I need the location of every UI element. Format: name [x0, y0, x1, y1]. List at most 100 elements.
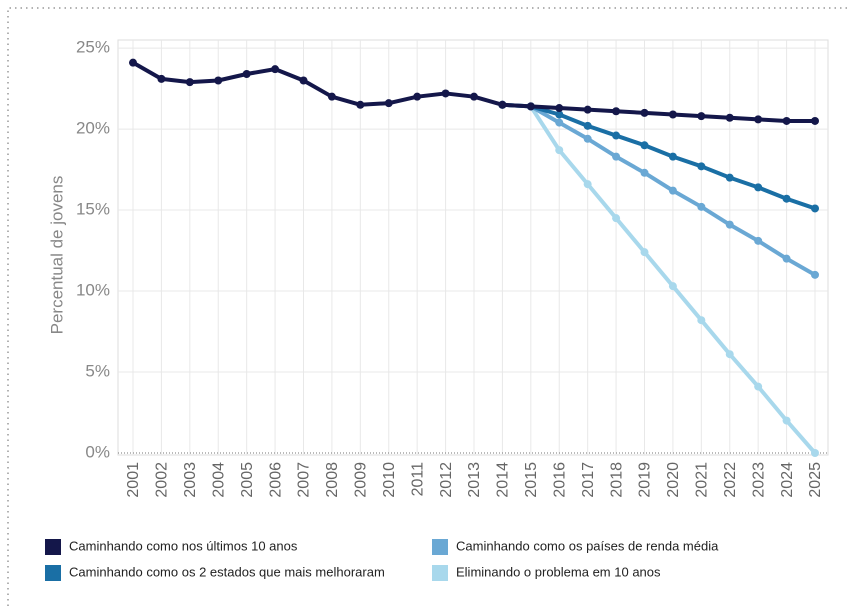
- data-point: [441, 89, 450, 98]
- data-point: [782, 116, 791, 125]
- series-line: [502, 102, 817, 455]
- y-tick-label: 25%: [76, 38, 110, 57]
- y-axis-label: Percentual de jovens: [47, 176, 66, 335]
- x-tick-label: 2017: [580, 462, 597, 498]
- data-point: [697, 162, 706, 171]
- data-point: [640, 141, 649, 150]
- legend-label: Caminhando como os 2 estados que mais me…: [69, 564, 385, 579]
- data-point: [782, 254, 791, 263]
- x-tick-label: 2007: [296, 462, 313, 498]
- data-point: [697, 202, 706, 211]
- x-tick-label: 2012: [438, 462, 455, 498]
- data-point: [811, 204, 819, 213]
- x-tick-label: 2021: [694, 462, 711, 498]
- data-point: [356, 100, 365, 109]
- x-tick-label: 2020: [665, 462, 682, 498]
- data-point: [668, 186, 677, 195]
- data-point: [754, 183, 763, 192]
- data-point: [612, 214, 621, 223]
- frame-border: [7, 7, 850, 606]
- data-point: [640, 248, 649, 257]
- y-tick-label: 20%: [76, 119, 110, 138]
- data-point: [612, 152, 621, 161]
- x-tick-label: 2002: [154, 462, 171, 498]
- data-point: [299, 76, 308, 85]
- plot-frame: [117, 39, 829, 456]
- data-point: [668, 282, 677, 291]
- data-point: [157, 74, 166, 83]
- x-tick-label: 2010: [381, 462, 398, 498]
- data-point: [271, 65, 280, 74]
- x-tick-label: 2011: [409, 462, 426, 497]
- x-tick-label: 2018: [608, 462, 625, 498]
- data-point: [526, 102, 535, 111]
- legend-swatch: [432, 539, 448, 555]
- y-tick-label: 0%: [85, 442, 110, 461]
- y-tick-label: 15%: [76, 200, 110, 219]
- data-point: [214, 76, 223, 85]
- data-point: [725, 113, 734, 122]
- data-point: [583, 105, 592, 114]
- data-point: [668, 152, 677, 161]
- x-tick-label: 2014: [495, 462, 512, 498]
- data-point: [754, 236, 763, 245]
- legend-swatch: [432, 565, 448, 581]
- legend-label: Caminhando como os países de renda média: [456, 538, 719, 553]
- data-point: [725, 220, 734, 229]
- y-tick-label: 5%: [85, 362, 110, 381]
- data-point: [811, 270, 819, 279]
- data-point: [782, 194, 791, 203]
- data-point: [555, 104, 564, 113]
- data-point: [811, 116, 819, 125]
- data-point: [555, 118, 564, 127]
- data-point: [612, 107, 621, 116]
- data-point: [612, 131, 621, 140]
- x-tick-label: 2019: [637, 462, 654, 498]
- x-tick-label: 2003: [182, 462, 199, 498]
- data-point: [754, 382, 763, 391]
- data-point: [782, 416, 791, 425]
- data-point: [583, 180, 592, 189]
- data-point: [725, 350, 734, 359]
- x-tick-label: 2022: [722, 462, 739, 498]
- data-point: [668, 110, 677, 119]
- x-tick-label: 2015: [523, 462, 540, 498]
- data-point: [697, 316, 706, 325]
- legend-swatch: [45, 565, 61, 581]
- x-tick-label: 2005: [239, 462, 256, 498]
- data-point: [555, 146, 564, 155]
- x-tick-label: 2008: [324, 462, 341, 498]
- data-point: [498, 100, 507, 109]
- data-point: [811, 449, 819, 457]
- x-tick-label: 2016: [551, 462, 568, 498]
- data-point: [583, 121, 592, 130]
- data-point: [555, 110, 564, 119]
- data-point: [470, 92, 478, 101]
- data-point: [185, 78, 194, 87]
- legend-label: Caminhando como nos últimos 10 anos: [69, 538, 298, 553]
- series-line: [502, 102, 816, 211]
- x-tick-label: 2001: [125, 462, 142, 498]
- x-tick-label: 2006: [267, 462, 284, 498]
- x-tick-label: 2004: [210, 462, 227, 498]
- data-point: [327, 92, 336, 101]
- legend-label: Eliminando o problema em 10 anos: [456, 564, 661, 579]
- x-tick-label: 2024: [779, 462, 796, 498]
- data-point: [640, 108, 649, 117]
- data-point: [697, 112, 706, 121]
- data-point: [640, 168, 649, 177]
- data-point: [384, 99, 393, 108]
- x-tick-label: 2023: [750, 462, 767, 498]
- series-line: [502, 102, 816, 277]
- x-tick-label: 2009: [353, 462, 370, 498]
- data-point: [583, 134, 592, 143]
- data-point: [725, 173, 734, 182]
- data-point: [129, 58, 137, 67]
- x-tick-label: 2025: [807, 462, 824, 498]
- legend-swatch: [45, 539, 61, 555]
- y-tick-label: 10%: [76, 281, 110, 300]
- data-point: [242, 70, 251, 79]
- data-point: [754, 115, 763, 124]
